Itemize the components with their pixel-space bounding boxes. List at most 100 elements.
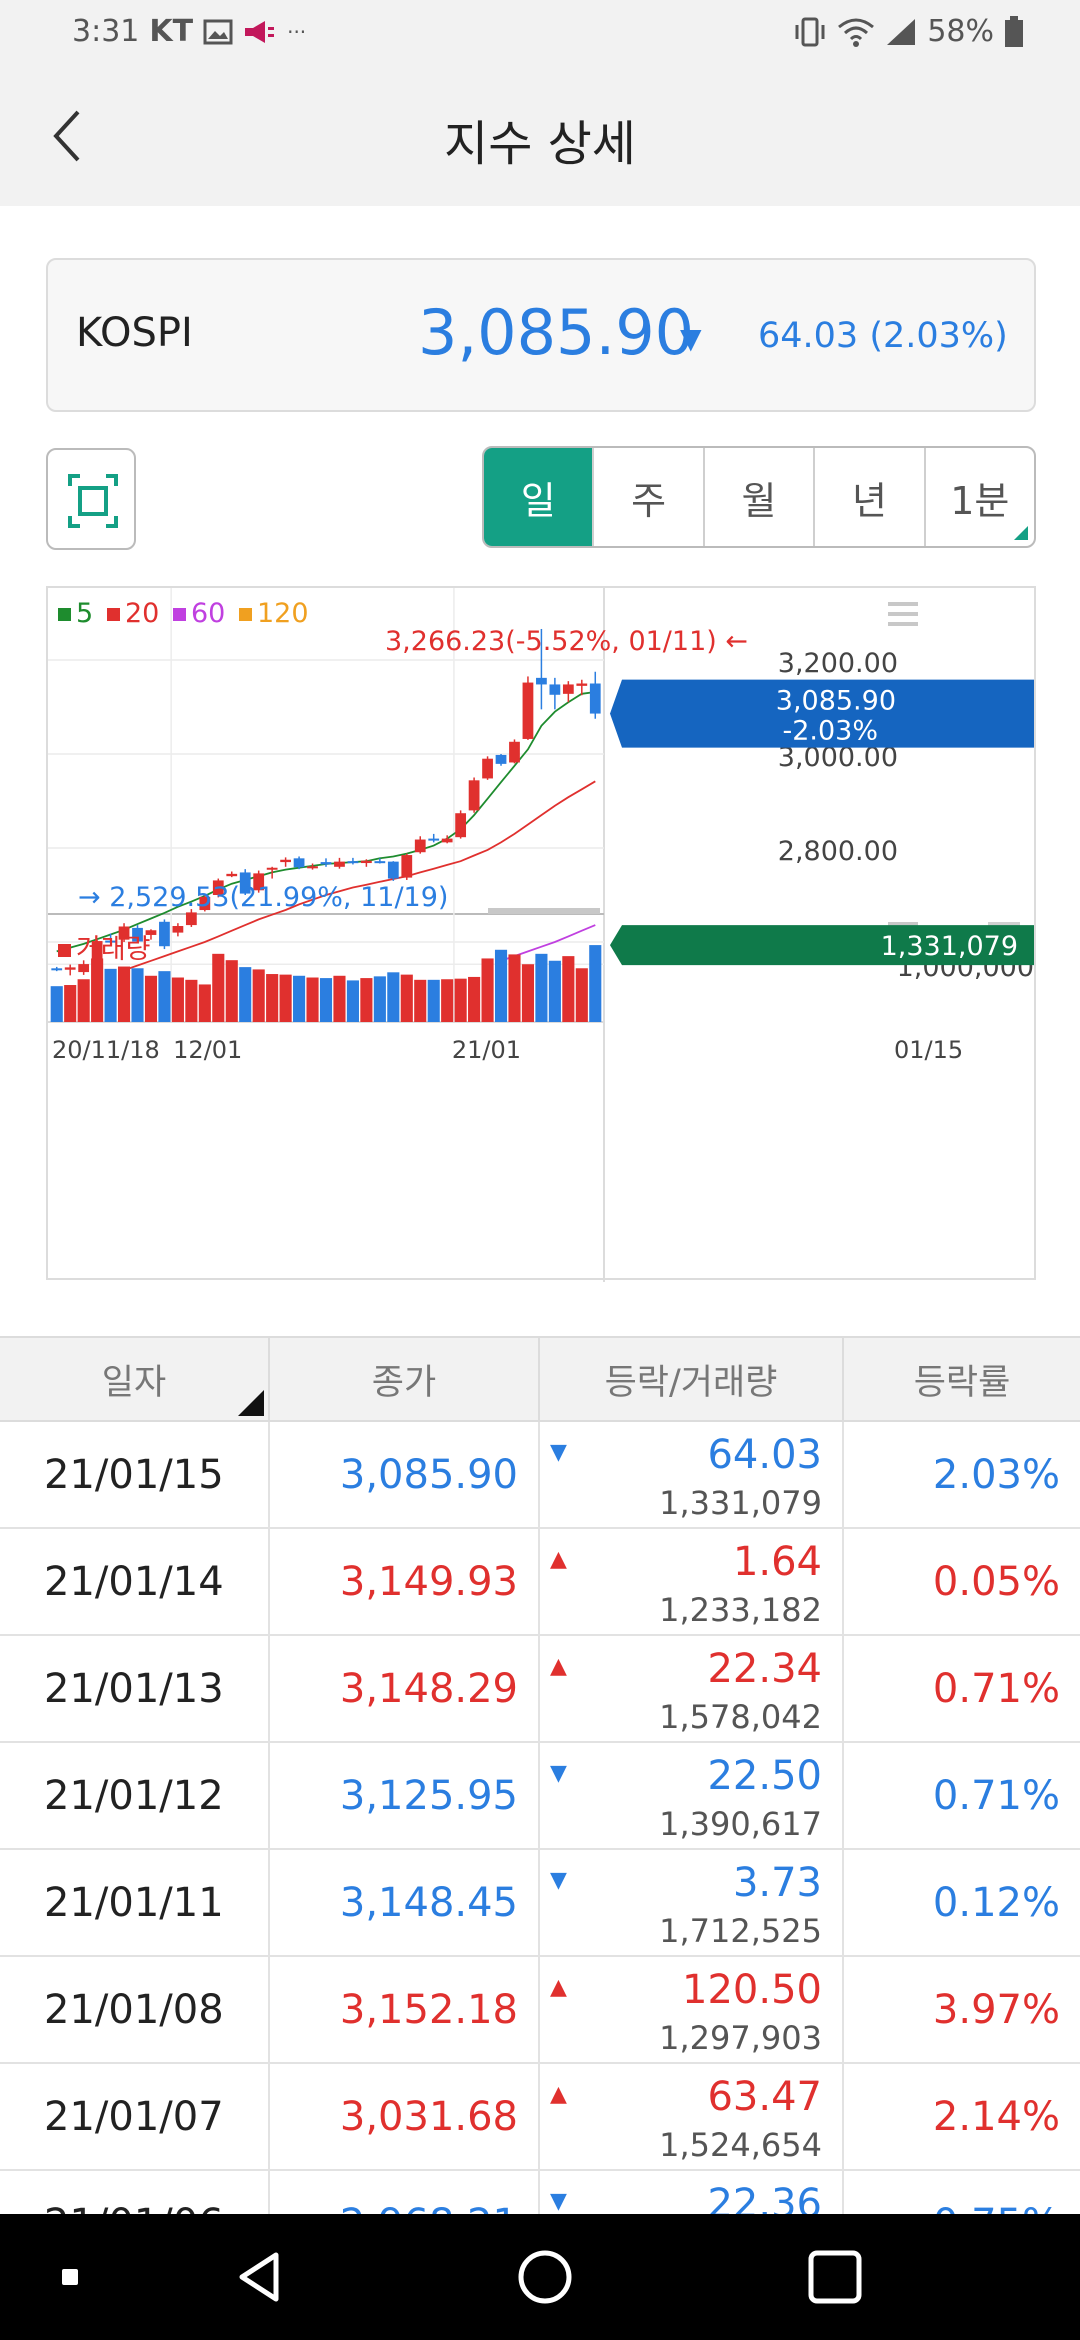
volume-bar xyxy=(562,956,575,1022)
candle-body xyxy=(347,861,359,864)
megaphone-icon xyxy=(245,20,275,43)
row-change: 1.64 xyxy=(732,1539,822,1585)
volume-bar xyxy=(225,960,238,1022)
up-triangle-icon: ▲ xyxy=(550,1654,567,1679)
volume-bar xyxy=(441,979,454,1022)
current-price-badge: 3,085.90-2.03% xyxy=(610,679,1034,748)
header-change-volume[interactable]: 등락/거래량 xyxy=(540,1338,844,1420)
chart-canvas[interactable]: 3,200.003,000.002,800.002,600.001,000,00… xyxy=(48,588,1038,1282)
vibrate-icon xyxy=(795,17,825,46)
candle-body xyxy=(145,930,157,935)
table-row[interactable]: 21/01/13 3,148.29 ▲ 22.34 1,578,042 0.71% xyxy=(0,1636,1080,1743)
back-triangle-icon[interactable] xyxy=(220,2214,300,2340)
down-triangle-icon: ▼ xyxy=(680,322,702,355)
candles xyxy=(51,628,601,976)
header-rate[interactable]: 등락률 xyxy=(913,1362,1011,1403)
volume-label: 거래량 xyxy=(76,934,151,965)
down-triangle-icon: ▼ xyxy=(550,1440,567,1465)
row-volume: 1,712,525 xyxy=(659,1912,822,1950)
table-row[interactable]: 21/01/14 3,149.93 ▲ 1.64 1,233,182 0.05% xyxy=(0,1529,1080,1636)
volume-bar xyxy=(400,974,413,1022)
row-close: 3,149.93 xyxy=(270,1529,540,1634)
candle-body xyxy=(549,684,561,695)
row-date: 21/01/15 xyxy=(0,1422,270,1527)
legend-swatch xyxy=(58,608,71,621)
candle-body xyxy=(374,861,386,864)
row-change-cell: ▼ 3.73 1,712,525 xyxy=(540,1850,844,1955)
period-selector: 일 주 월 년 1분 xyxy=(482,446,1036,548)
ma20-line xyxy=(123,780,596,972)
candle-body xyxy=(401,855,413,878)
volume-bar xyxy=(252,969,265,1022)
chevron-left-icon[interactable] xyxy=(36,104,100,168)
candle-body xyxy=(91,941,103,963)
legend-label: 5 xyxy=(76,598,93,629)
down-triangle-icon: ▼ xyxy=(550,2189,567,2214)
candle-body xyxy=(576,683,588,686)
candle-body xyxy=(361,860,372,864)
row-close: 3,031.68 xyxy=(270,2064,540,2169)
index-value: 3,085.90 xyxy=(418,296,695,369)
header-date[interactable]: 일자 xyxy=(0,1338,270,1420)
table-row[interactable]: 21/01/12 3,125.95 ▼ 22.50 1,390,617 0.71% xyxy=(0,1743,1080,1850)
row-change: 64.03 xyxy=(707,1432,822,1478)
app-header: 지수 상세 xyxy=(0,66,1080,206)
header-close[interactable]: 종가 xyxy=(270,1338,540,1420)
volume-bar xyxy=(468,976,481,1022)
candle-body xyxy=(495,754,507,764)
row-rate: 0.71% xyxy=(932,1665,1060,1712)
volume-badge-bg xyxy=(610,925,1034,966)
row-close: 3,148.29 xyxy=(270,1636,540,1741)
system-nav-bar xyxy=(0,2214,1080,2340)
volume-bar xyxy=(508,954,521,1022)
battery-percent: 58% xyxy=(927,14,994,49)
candle-body xyxy=(536,677,547,685)
page-title: 지수 상세 xyxy=(444,116,636,172)
home-circle-icon[interactable] xyxy=(505,2214,585,2340)
period-tab-month[interactable]: 월 xyxy=(702,448,813,546)
price-tick-label: 2,800.00 xyxy=(778,836,898,867)
row-rate: 2.03% xyxy=(932,1451,1060,1498)
period-tab-week[interactable]: 주 xyxy=(592,448,702,546)
period-tab-year[interactable]: 년 xyxy=(813,448,923,546)
row-volume: 1,578,042 xyxy=(659,1698,822,1736)
row-rate: 3.97% xyxy=(932,1986,1060,2033)
row-date: 21/01/14 xyxy=(0,1529,270,1634)
volume-bar xyxy=(319,978,333,1022)
volume-bar xyxy=(360,978,373,1022)
volume-bar xyxy=(373,976,386,1022)
table-row[interactable]: 21/01/07 3,031.68 ▲ 63.47 1,524,654 2.14% xyxy=(0,2064,1080,2171)
candle-body xyxy=(509,741,520,763)
period-tab-minute[interactable]: 1분 xyxy=(923,448,1034,546)
corner-triangle-icon xyxy=(1014,526,1029,540)
table-row[interactable]: 21/01/11 3,148.45 ▼ 3.73 1,712,525 0.12% xyxy=(0,1850,1080,1957)
volume-bar xyxy=(494,949,508,1022)
capture-button[interactable] xyxy=(46,448,136,550)
legend-label: 120 xyxy=(257,598,309,629)
recent-dot-icon[interactable] xyxy=(40,2214,100,2340)
volume-bar xyxy=(333,975,346,1022)
menu-bar xyxy=(888,622,918,626)
row-change-cell: ▲ 120.50 1,297,903 xyxy=(540,1957,844,2062)
volume-bar xyxy=(144,975,158,1022)
row-change: 22.34 xyxy=(707,1646,822,1692)
table-row[interactable]: 21/01/08 3,152.18 ▲ 120.50 1,297,903 3.97% xyxy=(0,1957,1080,2064)
row-volume: 1,524,654 xyxy=(659,2126,822,2164)
menu-bar xyxy=(888,602,918,606)
volume-bar xyxy=(91,958,104,1022)
candle-body xyxy=(239,872,251,894)
candle-body xyxy=(482,758,493,779)
volume-bar xyxy=(104,968,117,1022)
table-row[interactable]: 21/01/15 3,085.90 ▼ 64.03 1,331,079 2.03% xyxy=(0,1422,1080,1529)
candle-body xyxy=(118,926,130,940)
legend-label: 20 xyxy=(125,598,159,629)
overview-square-icon[interactable] xyxy=(795,2214,875,2340)
price-chart[interactable]: 3,200.003,000.002,800.002,600.001,000,00… xyxy=(46,586,1038,1282)
volume-bar xyxy=(266,974,279,1022)
volume-bar xyxy=(279,974,292,1022)
x-axis-label: 20/11/18 xyxy=(52,1036,160,1064)
period-tab-day[interactable]: 일 xyxy=(484,448,593,546)
row-date: 21/01/12 xyxy=(0,1743,270,1848)
sort-indicator-icon xyxy=(238,1390,264,1416)
row-change-cell: ▲ 1.64 1,233,182 xyxy=(540,1529,844,1634)
